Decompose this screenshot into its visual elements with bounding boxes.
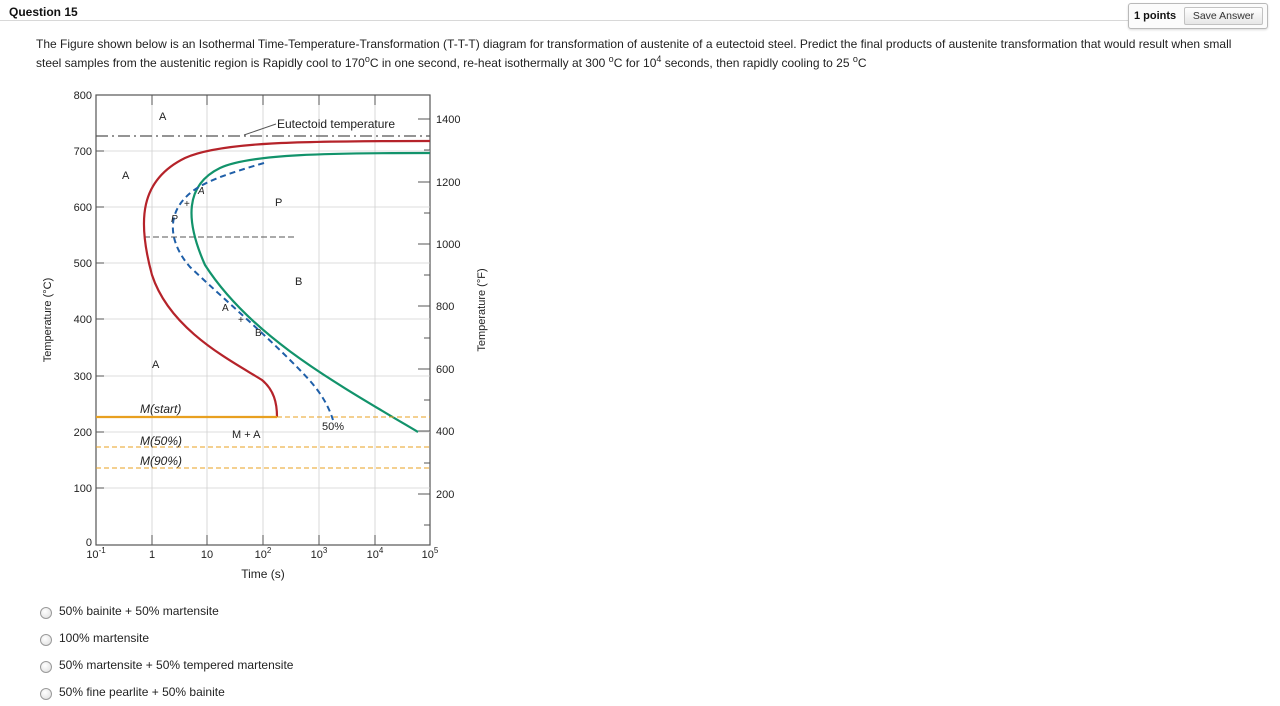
finish-curve — [190, 151, 431, 433]
answer-label: 50% martensite + 50% tempered martensite — [59, 658, 294, 672]
y-axis-left-label: Temperature (°C) — [42, 278, 54, 362]
prompt-text-2: C in one second, re-heat isothermally at… — [369, 56, 609, 70]
tick-right-800: 800 — [436, 301, 454, 313]
answer-label: 50% bainite + 50% martensite — [59, 604, 219, 618]
label-plus-lower: + — [238, 315, 244, 326]
tick-x-6: 105 — [422, 546, 439, 561]
degree-sign-1: o — [364, 54, 370, 64]
label-a-top: A — [159, 111, 167, 123]
prompt-text-4: seconds, then rapidly cooling to 25 — [661, 56, 853, 70]
save-answer-button[interactable]: Save Answer — [1184, 7, 1263, 25]
label-m90: M(90%) — [140, 454, 182, 468]
label-p: P — [275, 197, 282, 209]
fifty-percent-curve — [172, 162, 334, 421]
label-m50: M(50%) — [140, 434, 182, 448]
grid — [96, 95, 430, 545]
question-prompt: The Figure shown below is an Isothermal … — [36, 35, 1236, 73]
label-b-small: B — [255, 328, 262, 339]
x-axis-label: Time (s) — [241, 567, 285, 581]
tick-x-1: 1 — [149, 549, 155, 561]
prompt-text-1: The Figure shown below is an Isothermal … — [36, 37, 1232, 70]
tick-x-3: 102 — [255, 546, 272, 561]
tick-right-200: 200 — [436, 489, 454, 501]
tick-left-200: 200 — [74, 427, 92, 439]
tick-x-0: 10-1 — [86, 546, 106, 561]
label-a-left: A — [122, 170, 130, 182]
question-title: Question 15 — [9, 5, 78, 19]
tick-left-100: 100 — [74, 483, 92, 495]
tick-x-2: 10 — [201, 549, 213, 561]
tick-x-5: 104 — [367, 546, 384, 561]
y-axis-right-label: Temperature (°F) — [476, 268, 488, 351]
label-plus-upper: + — [184, 199, 190, 210]
tick-left-500: 500 — [74, 258, 92, 270]
answer-option-4[interactable]: 50% fine pearlite + 50% bainite — [40, 685, 360, 705]
prompt-text-3: C for 10 — [613, 56, 657, 70]
tick-right-600: 600 — [436, 364, 454, 376]
label-b: B — [295, 276, 302, 288]
label-m-plus-a: M + A — [232, 429, 261, 441]
tick-left-800: 800 — [74, 90, 92, 102]
answer-option-3[interactable]: 50% martensite + 50% tempered martensite — [40, 658, 360, 678]
label-p-small: P — [171, 214, 178, 225]
label-m-start: M(start) — [140, 402, 181, 416]
question-toolbox: 1 points Save Answer — [1128, 3, 1268, 29]
points-label: 1 points — [1134, 10, 1177, 22]
tick-left-600: 600 — [74, 202, 92, 214]
label-a-small-upper: A — [197, 186, 205, 197]
radio-button[interactable] — [40, 634, 52, 646]
answer-label: 100% martensite — [59, 631, 150, 645]
tick-right-400: 400 — [436, 426, 454, 438]
label-a-low: A — [152, 359, 160, 371]
answer-option-2[interactable]: 100% martensite — [40, 631, 360, 651]
tick-x-4: 103 — [311, 546, 328, 561]
radio-button[interactable] — [40, 661, 52, 673]
answer-label: 50% fine pearlite + 50% bainite — [59, 685, 225, 699]
prompt-text-5: C — [857, 56, 867, 70]
tick-right-1200: 1200 — [436, 177, 460, 189]
left-axis-ticks — [96, 94, 104, 489]
tick-left-700: 700 — [74, 146, 92, 158]
ttt-diagram: 800 700 600 500 400 300 200 100 0 1400 1… — [42, 90, 488, 581]
degree-sign-2: o — [608, 54, 614, 64]
radio-button[interactable] — [40, 607, 52, 619]
label-fifty-percent: 50% — [322, 421, 344, 433]
degree-sign-3: o — [852, 54, 858, 64]
time-axis-ticks — [151, 95, 376, 545]
exponent: 4 — [656, 54, 662, 64]
radio-button[interactable] — [40, 688, 52, 700]
tick-right-1000: 1000 — [436, 239, 460, 251]
tick-left-400: 400 — [74, 314, 92, 326]
tick-left-300: 300 — [74, 371, 92, 383]
right-axis-ticks — [418, 118, 430, 526]
tick-left-0: 0 — [86, 537, 92, 549]
header-divider — [0, 20, 1128, 21]
label-eutectoid: Eutectoid temperature — [277, 117, 395, 131]
start-curve — [142, 139, 431, 418]
eutectoid-leader — [243, 123, 277, 136]
answer-option-1[interactable]: 50% bainite + 50% martensite — [40, 604, 360, 624]
tick-right-1400: 1400 — [436, 114, 460, 126]
label-a-small-lower: A — [222, 303, 229, 314]
